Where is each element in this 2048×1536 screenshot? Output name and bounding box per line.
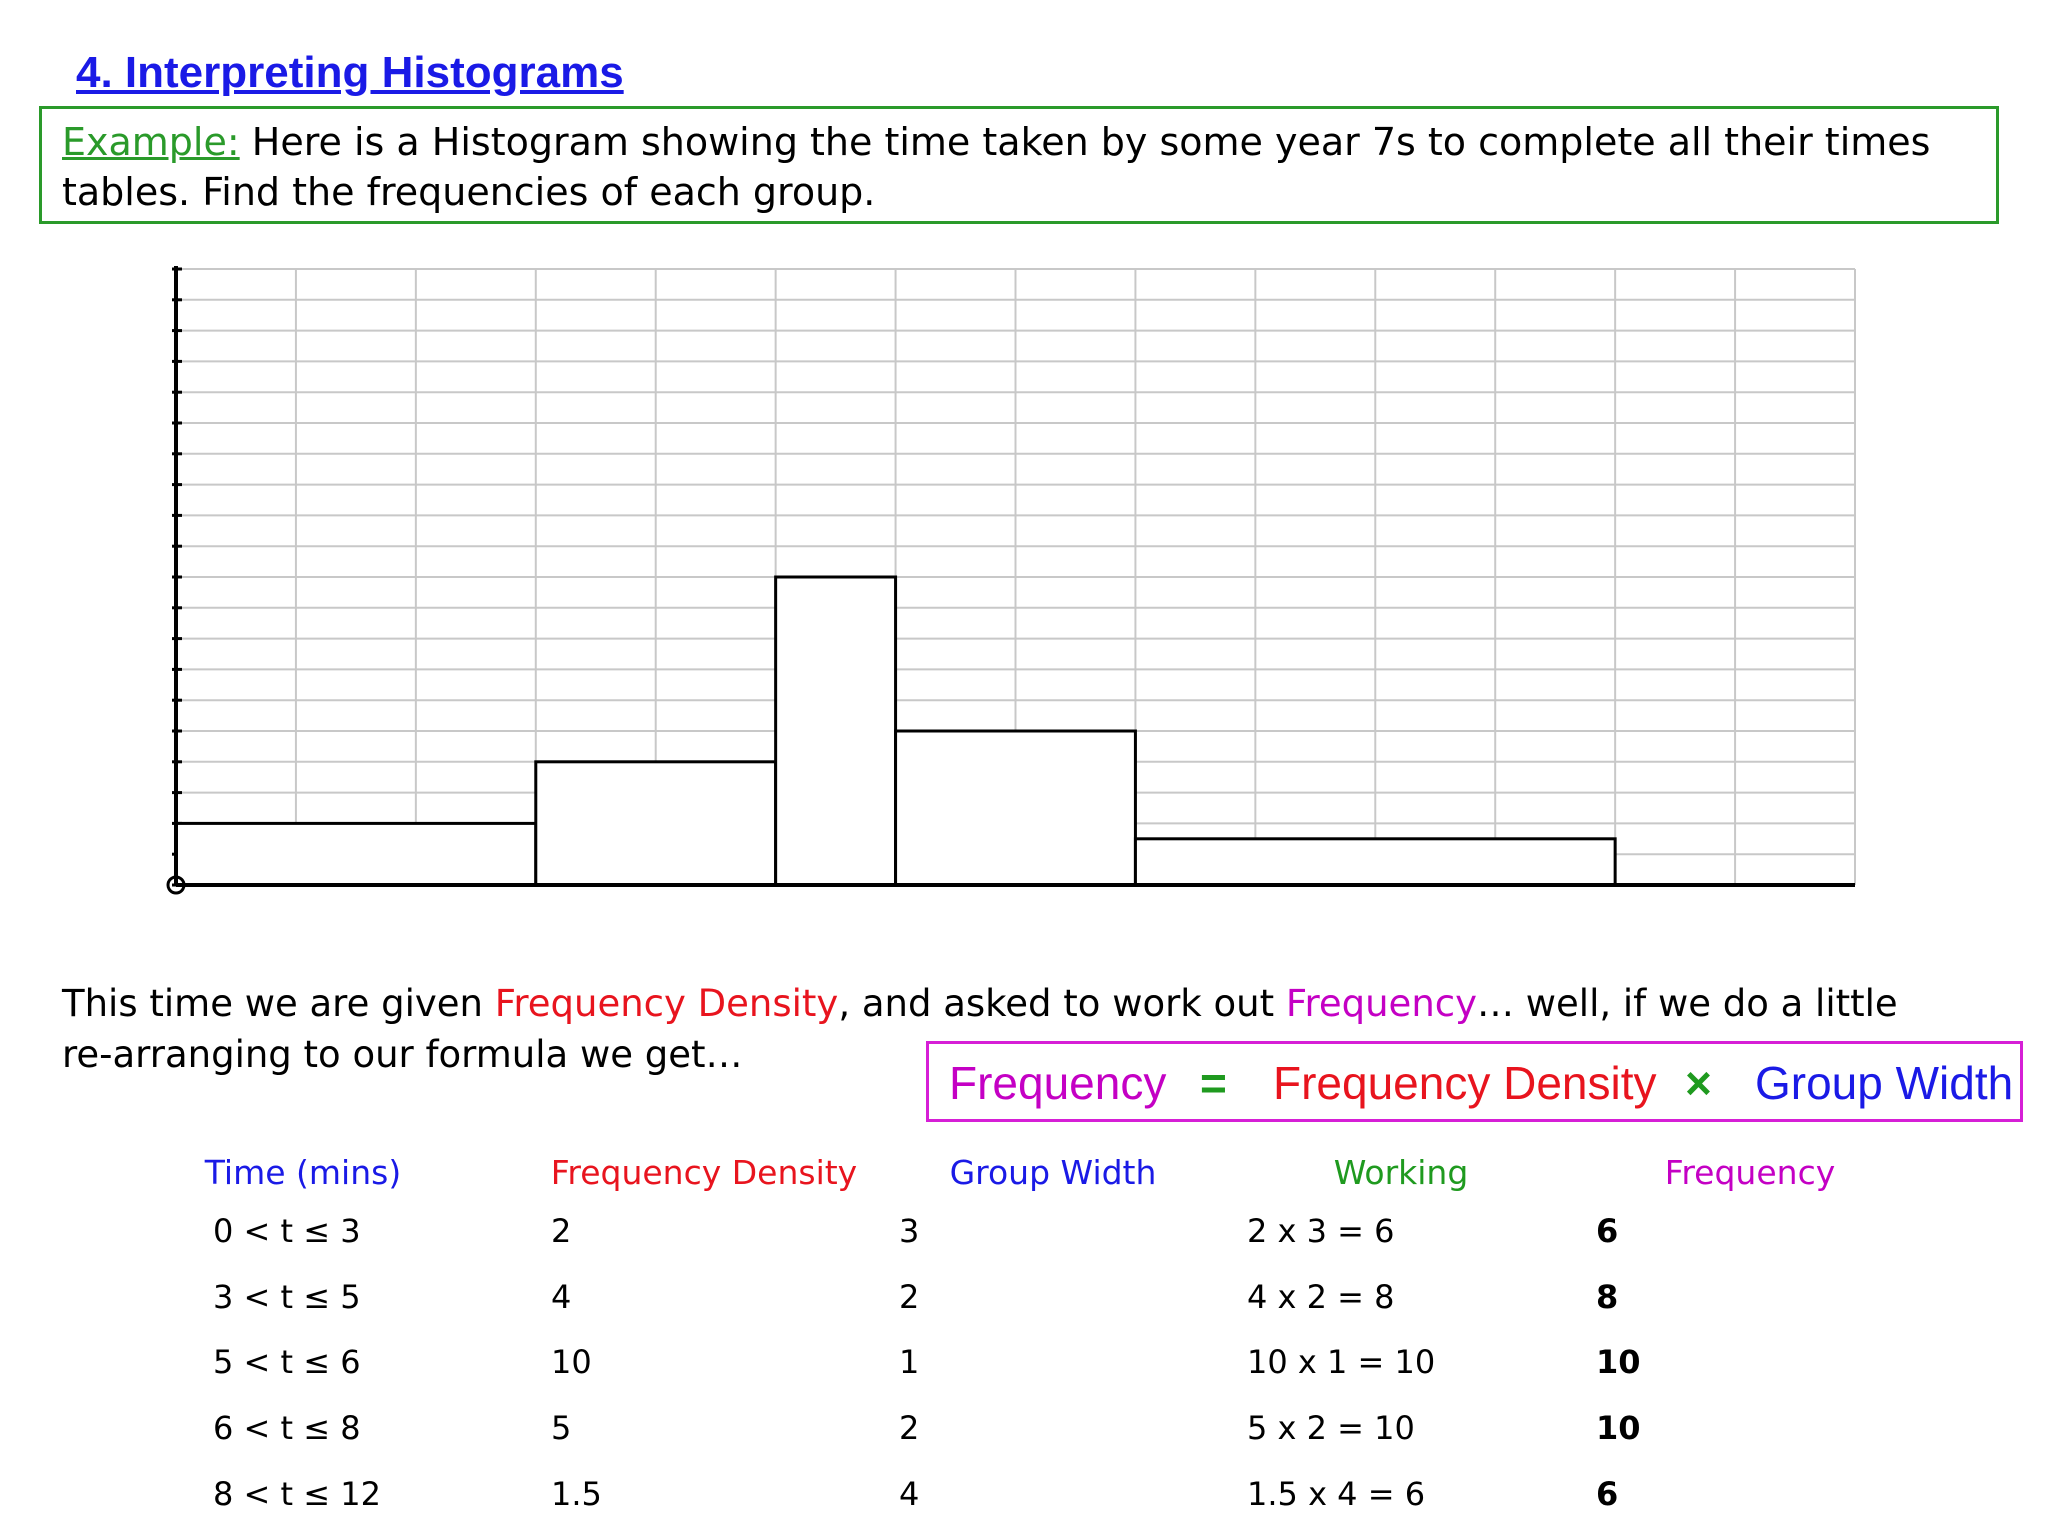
table-cell: 4 x 2 = 8 — [1247, 1278, 1395, 1316]
table-header: Frequency — [1664, 1153, 1836, 1192]
table-cell: 10 x 1 = 10 — [1247, 1343, 1436, 1381]
table-cell: 6 < t ≤ 8 — [213, 1409, 361, 1447]
table-header: Group Width — [949, 1153, 1157, 1192]
table-cell: 10 — [1596, 1343, 1641, 1381]
table-cell: 5 < t ≤ 6 — [213, 1343, 361, 1381]
formula-op: = — [1200, 1057, 1227, 1109]
table-cell: 6 — [1596, 1475, 1619, 1513]
table-cell: 10 — [551, 1343, 592, 1381]
table-cell: 8 < t ≤ 12 — [213, 1475, 381, 1513]
table-cell: 6 — [1596, 1212, 1619, 1250]
example-box: Example: Here is a Histogram showing the… — [39, 106, 1999, 224]
table-cell: 2 x 3 = 6 — [1247, 1212, 1395, 1250]
table-cell: 10 — [1596, 1409, 1641, 1447]
table-cell: 5 — [551, 1409, 572, 1447]
intro-term: Frequency Density — [494, 982, 839, 1025]
bar — [774, 575, 898, 887]
bar — [894, 729, 1137, 887]
formula-term: Frequency — [949, 1057, 1167, 1109]
table-cell: 2 — [551, 1212, 572, 1250]
formula-term: Group Width — [1755, 1057, 2014, 1109]
intro-text: , and asked to work out — [838, 982, 1286, 1025]
table-cell: 4 — [551, 1278, 572, 1316]
table-cell: 2 — [899, 1278, 920, 1316]
table-cell: 3 — [899, 1212, 920, 1250]
table-cell: 3 < t ≤ 5 — [213, 1278, 361, 1316]
intro-text: This time we are given — [62, 982, 495, 1025]
table-cell: 2 — [899, 1409, 920, 1447]
formula-box: Frequency = Frequency Density × Group Wi… — [926, 1041, 2023, 1122]
origin — [166, 875, 186, 895]
intro: This time we are given Frequency Density… — [62, 978, 1922, 1080]
table-cell: 1.5 — [551, 1475, 602, 1513]
title: 4. Interpreting Histograms — [76, 48, 624, 97]
bar — [534, 760, 778, 887]
bar — [174, 821, 538, 887]
bar — [1133, 837, 1617, 887]
histogram — [166, 266, 1856, 895]
table-cell: 8 — [1596, 1278, 1619, 1316]
table-cell: 1.5 x 4 = 6 — [1247, 1475, 1426, 1513]
table-cell: 5 x 2 = 10 — [1247, 1409, 1415, 1447]
table-cell: 1 — [899, 1343, 920, 1381]
table-header: Time (mins) — [204, 1153, 402, 1192]
table-cell: 4 — [899, 1475, 920, 1513]
intro-term: Frequency — [1285, 982, 1478, 1025]
formula-term: Frequency Density — [1273, 1057, 1657, 1109]
table-header: Frequency Density — [550, 1153, 858, 1192]
example-text: Here is a Histogram showing the time tak… — [62, 120, 1931, 214]
example-label: Example: — [62, 120, 240, 164]
table-cell: 0 < t ≤ 3 — [213, 1212, 361, 1250]
formula-op: × — [1685, 1057, 1712, 1109]
table-header: Working — [1333, 1153, 1469, 1192]
intro-text: … well, if we do a little re-arranging t… — [62, 982, 1898, 1076]
